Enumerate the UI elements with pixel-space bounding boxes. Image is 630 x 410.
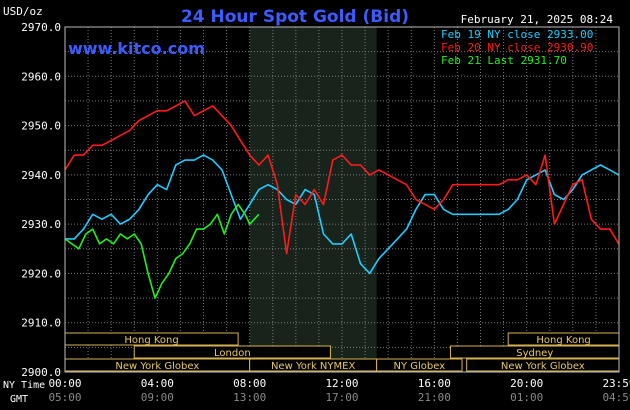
market-session-label: NY Globex (394, 361, 446, 372)
watermark: www.kitco.com (68, 39, 205, 58)
market-session-label: Hong Kong (124, 335, 178, 346)
market-session-label: Hong Kong (536, 335, 590, 346)
x-tick-label-ny: 04:00 (141, 377, 174, 390)
y-tick-label: 2940.0 (21, 169, 61, 182)
legend-entry-feb20: Feb 20 NY close 2930.90 (441, 41, 593, 54)
x-tick-label-gmt: 01:00 (510, 391, 543, 404)
x-tick-label-gmt: 05:00 (48, 391, 81, 404)
series-line-1 (64, 100, 620, 255)
market-session-label: New York Globex (501, 361, 585, 372)
market-session-label: New York NYMEX (271, 361, 356, 372)
series-line-2 (64, 203, 260, 299)
y-axis-ticks: 2970.0 2960.0 2950.0 2940.0 2930.0 2920.0 2910… (21, 21, 61, 379)
x-tick-label-ny: 08:00 (233, 377, 266, 390)
x-tick-label-gmt: 04:59 (602, 391, 630, 404)
market-session-bar (376, 358, 463, 372)
market-session-label: London (214, 348, 251, 359)
unit-label: USD/oz (3, 5, 43, 18)
ny-time-label: NY Time (3, 380, 45, 391)
chart-title: 24 Hour Spot Gold (Bid) (181, 7, 409, 27)
x-tick-label-ny: 00:00 (48, 377, 81, 390)
x-tick-label-gmt: 09:00 (141, 391, 174, 404)
y-tick-label: 2920.0 (21, 267, 61, 280)
date-label: February 21, 2025 08:24 (461, 13, 614, 26)
market-session-bar (133, 345, 331, 359)
legend-entry-feb19: Feb 19 NY close 2933.00 (441, 28, 593, 41)
price-lines (64, 100, 620, 299)
y-tick-label: 2900.0 (21, 366, 61, 379)
x-tick-label-gmt: 21:00 (418, 391, 451, 404)
x-tick-label-ny: 16:00 (418, 377, 451, 390)
y-tick-label: 2910.0 (21, 317, 61, 330)
market-session-label: Sydney (516, 348, 553, 359)
y-tick-label: 2930.0 (21, 218, 61, 231)
market-sessions: Hong Kong Hong Kong London Sydney New York G… (64, 332, 620, 372)
y-tick-label: 2950.0 (21, 120, 61, 133)
y-tick-label: 2970.0 (21, 21, 61, 34)
legend-entry-feb21: Feb 21 Last 2931.70 (441, 54, 567, 67)
y-tick-label: 2960.0 (21, 70, 61, 83)
series-line-0 (65, 154, 620, 275)
plot-border (64, 26, 620, 373)
x-tick-label-ny: 20:00 (510, 377, 543, 390)
market-session-label: New York Globex (115, 361, 199, 372)
x-tick-label-gmt: 13:00 (233, 391, 266, 404)
nymex-session-shade (249, 27, 377, 372)
x-tick-label-gmt: 17:00 (325, 391, 358, 404)
x-tick-label-ny: 23:59 (602, 377, 630, 390)
legend: Feb 19 NY close 2933.00 Feb 20 NY close … (441, 28, 593, 67)
x-tick-label-ny: 12:00 (325, 377, 358, 390)
gmt-label: GMT (10, 394, 28, 405)
